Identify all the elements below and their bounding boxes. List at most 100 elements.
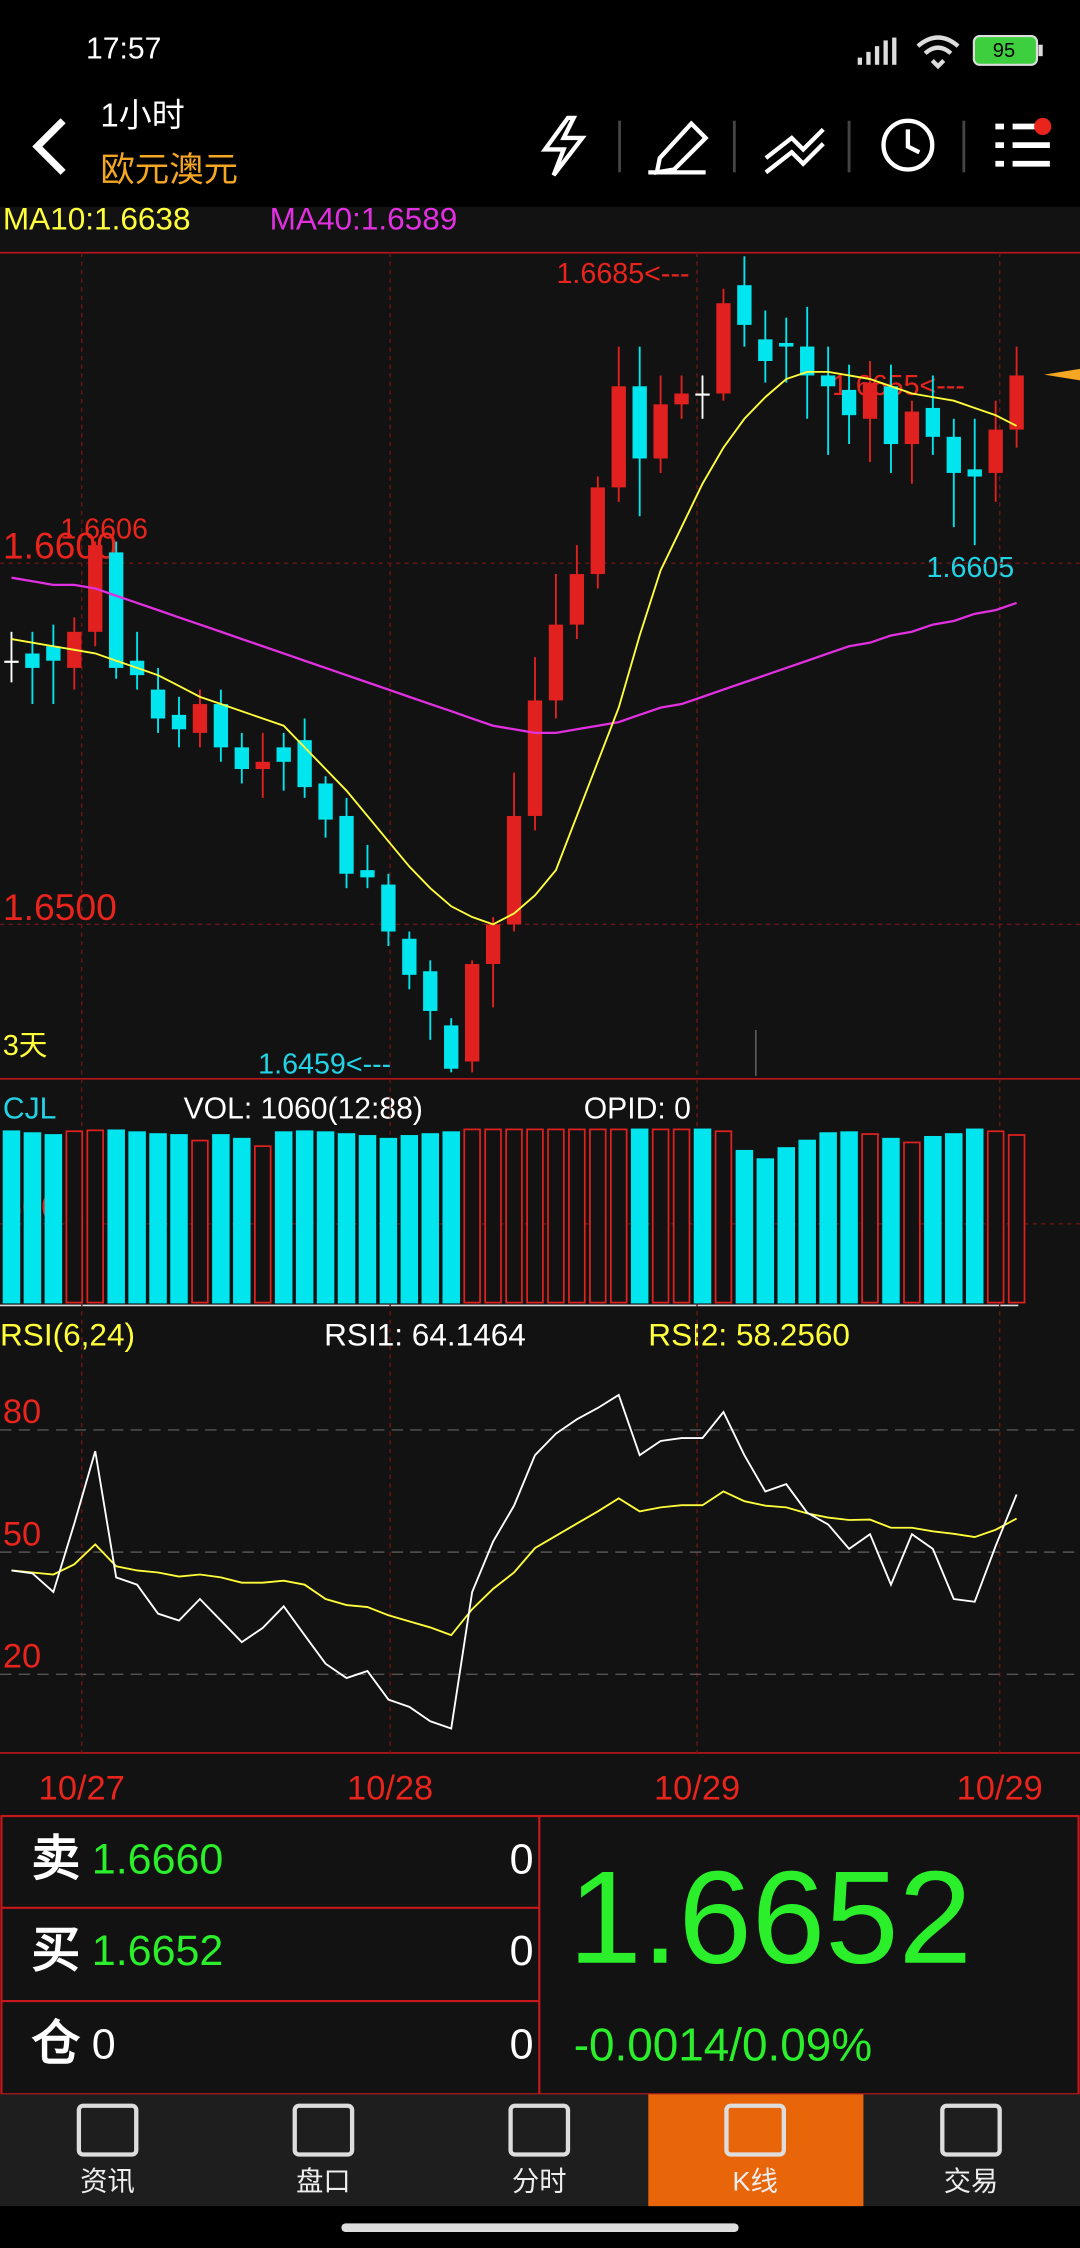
tab-label: K线 bbox=[732, 2165, 777, 2196]
candle-body bbox=[569, 574, 585, 625]
history-icon[interactable] bbox=[881, 118, 935, 172]
candle-body bbox=[360, 870, 375, 878]
volume-bar bbox=[170, 1134, 188, 1304]
candle-body bbox=[423, 971, 438, 1011]
volume-name: CJL bbox=[3, 1092, 57, 1125]
candle-body bbox=[883, 386, 899, 445]
volume-bar bbox=[358, 1135, 377, 1304]
candle-body bbox=[590, 487, 605, 575]
date-label: 10/29 bbox=[654, 1769, 740, 1807]
quote-qty: 0 bbox=[510, 2020, 534, 2068]
candle-body bbox=[779, 342, 794, 347]
y-tick-label: 1.6500 bbox=[3, 886, 117, 928]
tabs: 资讯 盘口 分时 K线 交易 bbox=[76, 2103, 1002, 2197]
range-label: 3天 bbox=[3, 1030, 48, 1062]
volume-bar bbox=[316, 1131, 335, 1304]
volume-bar bbox=[421, 1133, 440, 1304]
tab[interactable]: 盘口 bbox=[292, 2103, 355, 2197]
volume-bar bbox=[630, 1128, 649, 1304]
last-price: 1.6652 bbox=[568, 1844, 972, 1991]
current-price-marker bbox=[1044, 368, 1080, 381]
candle-body bbox=[716, 303, 731, 394]
ma10-line bbox=[11, 370, 1018, 926]
indicator-icon[interactable] bbox=[764, 127, 825, 175]
menu-icon[interactable] bbox=[995, 123, 1050, 167]
candle-body bbox=[967, 469, 982, 477]
draw-icon[interactable] bbox=[648, 120, 709, 176]
volume-bar bbox=[735, 1149, 754, 1304]
menu-badge bbox=[1034, 117, 1052, 136]
volume-bar bbox=[903, 1141, 921, 1304]
candle-body bbox=[653, 404, 668, 459]
candle-body bbox=[444, 1025, 459, 1069]
rsi2-line bbox=[11, 1490, 1018, 1637]
period[interactable]: 1小时 bbox=[100, 97, 184, 134]
candle-body bbox=[841, 389, 857, 416]
candle-body bbox=[192, 704, 208, 733]
quote-price: 1.6652 bbox=[92, 1927, 224, 1975]
quote-label: 仓 bbox=[32, 2017, 81, 2071]
tab-label: 资讯 bbox=[80, 2165, 135, 2196]
candle-body bbox=[46, 646, 61, 661]
flash-icon[interactable] bbox=[540, 115, 587, 177]
candle-body bbox=[402, 938, 417, 975]
date-label: 10/29 bbox=[957, 1769, 1043, 1807]
candle-body bbox=[737, 285, 752, 325]
quote-price: 1.6660 bbox=[92, 1835, 224, 1883]
volume-bar bbox=[400, 1135, 419, 1304]
tab-icon bbox=[76, 2103, 139, 2157]
y-tick-label: 80 bbox=[3, 1393, 41, 1431]
volume-bar bbox=[945, 1133, 963, 1304]
volume-bar bbox=[212, 1134, 230, 1304]
volume-bar bbox=[547, 1128, 565, 1304]
volume-bar bbox=[107, 1129, 125, 1304]
volume-bar bbox=[609, 1128, 628, 1304]
volume-bar bbox=[149, 1133, 167, 1304]
volume-bar bbox=[819, 1132, 837, 1304]
candle-body bbox=[255, 761, 270, 770]
volume-bar bbox=[86, 1129, 104, 1304]
back-button[interactable] bbox=[32, 118, 66, 175]
tab-label: 盘口 bbox=[296, 2165, 351, 2196]
tab[interactable]: 交易 bbox=[940, 2103, 1002, 2197]
candle-body bbox=[862, 382, 878, 419]
tab[interactable]: 分时 bbox=[508, 2103, 571, 2197]
volume-bar bbox=[442, 1131, 460, 1304]
symbol[interactable]: 欧元澳元 bbox=[100, 151, 238, 189]
candle-body bbox=[485, 924, 501, 965]
candle-body bbox=[381, 884, 396, 932]
tab[interactable]: K线 bbox=[724, 2103, 786, 2197]
candle-body bbox=[904, 411, 920, 445]
y-tick-label: 50 bbox=[3, 1515, 41, 1553]
quote-qty: 0 bbox=[510, 1927, 534, 1975]
volume-bar bbox=[2, 1130, 21, 1304]
y-tick-label: 20 bbox=[3, 1638, 41, 1676]
candle-body bbox=[213, 704, 229, 748]
volume-bar bbox=[233, 1137, 251, 1304]
candle-body bbox=[339, 815, 354, 874]
ma40-line bbox=[11, 576, 1017, 735]
volume-bar bbox=[274, 1131, 293, 1304]
volume-bar bbox=[965, 1128, 984, 1304]
candle-body bbox=[150, 689, 166, 719]
status-time: 17:57 bbox=[86, 32, 161, 65]
candle-body bbox=[318, 783, 333, 820]
date-label: 10/28 bbox=[347, 1769, 433, 1807]
ma40-label: MA40:1.6589 bbox=[270, 200, 458, 236]
battery-icon bbox=[972, 35, 1039, 66]
candle-body bbox=[4, 660, 19, 663]
panel-borders bbox=[0, 251, 1080, 1754]
volume-bar bbox=[651, 1128, 670, 1304]
volume-bar bbox=[798, 1139, 816, 1304]
volume-bar bbox=[337, 1133, 356, 1304]
rsi1-label: RSI1: 64.1464 bbox=[324, 1316, 526, 1352]
price-change: -0.0014/0.09% bbox=[574, 2019, 872, 2071]
candle-body bbox=[109, 552, 124, 668]
battery-tip bbox=[1038, 44, 1043, 57]
volume-bar bbox=[295, 1130, 314, 1304]
active-tab bbox=[648, 2094, 864, 2207]
tab[interactable]: 资讯 bbox=[76, 2103, 139, 2197]
